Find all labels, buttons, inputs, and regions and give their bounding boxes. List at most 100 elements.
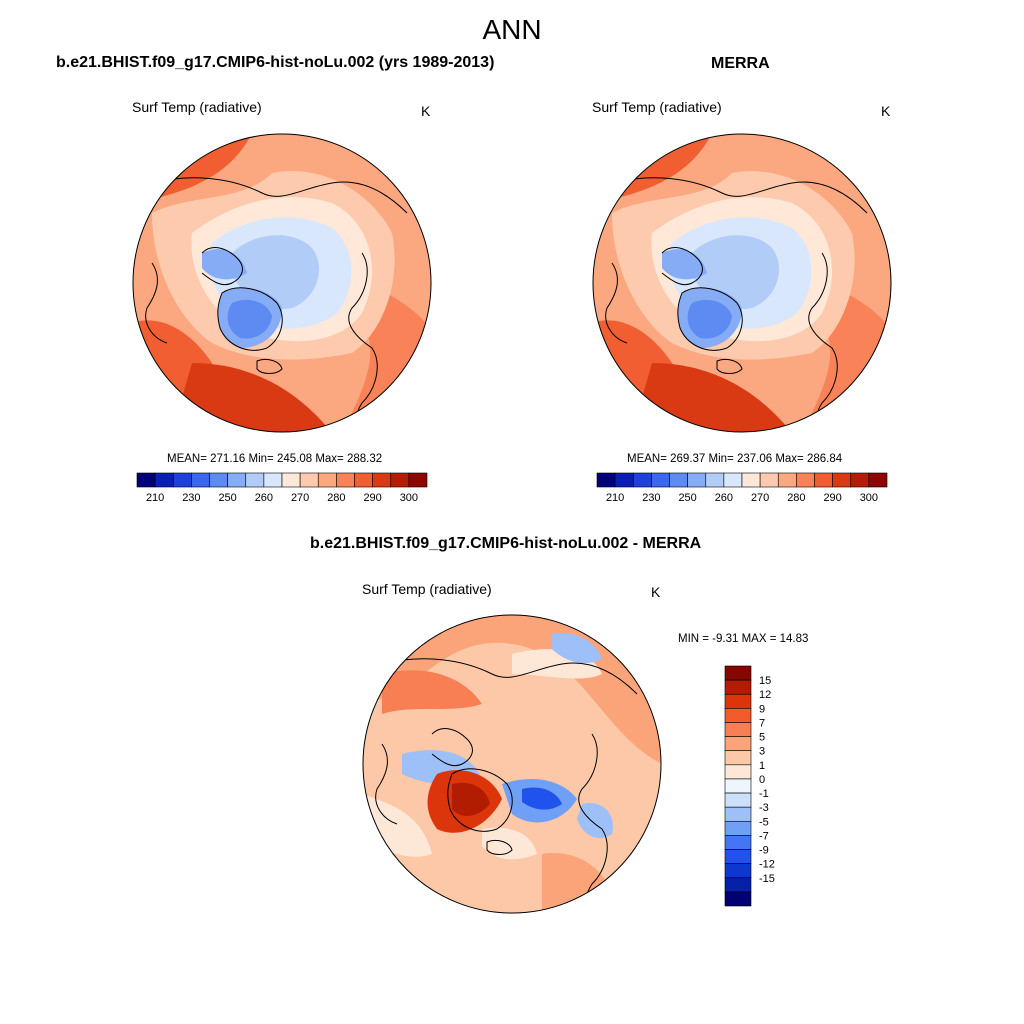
diff-colorbar-tick-label: 12 — [759, 689, 771, 701]
colorbar-swatch — [741, 472, 761, 488]
colorbar-swatch — [136, 472, 156, 488]
diff-colorbar-tick-label: -5 — [759, 816, 769, 828]
diff-colorbar-swatch — [724, 806, 752, 822]
obs-stats: MEAN= 269.37 Min= 237.06 Max= 286.84 — [627, 453, 843, 465]
diff-colorbar-swatch — [724, 849, 752, 864]
obs-polar-map — [592, 133, 892, 433]
obs-units-label: K — [881, 103, 891, 119]
diff-colorbar-tick-label: -7 — [759, 830, 769, 842]
diff-colorbar-swatch — [724, 835, 752, 850]
colorbar-swatch — [632, 472, 652, 488]
diff-colorbar-swatch — [724, 679, 752, 695]
diff-colorbar-tick-label: 9 — [759, 703, 765, 715]
model-variable-label: Surf Temp (radiative) — [132, 99, 262, 115]
coastline-alaska-canada — [375, 743, 398, 825]
diff-colorbar: 15 12 9 7 5 3 1 0 -1 -3 -5 -7 -9 -12 -15 — [724, 665, 775, 907]
coastline-siberia — [151, 177, 408, 214]
greenland-cold-field — [687, 299, 732, 339]
colorbar-tick-label: 210 — [606, 492, 624, 504]
diff-colorbar-tick-label: 15 — [759, 675, 771, 687]
diff-colorbar-swatch — [724, 722, 752, 737]
diff-colorbar-tick-label: -9 — [759, 845, 769, 857]
colorbar-tick-label: 300 — [860, 492, 878, 504]
colorbar-tick-label: 260 — [255, 492, 273, 504]
diff-colorbar-swatch — [724, 693, 752, 709]
colorbar-swatch — [245, 472, 265, 488]
colorbar-swatch — [227, 472, 247, 488]
diff-cold-core-field — [522, 787, 562, 810]
coastline-iceland — [486, 839, 513, 855]
colorbar-swatch — [172, 472, 192, 488]
colorbar-swatch — [263, 472, 283, 488]
diff-colorbar-tick-label: -12 — [759, 859, 775, 871]
colorbar-swatch — [209, 472, 228, 488]
diff-colorbar-swatch — [724, 778, 752, 794]
obs-case-title: MERRA — [711, 55, 770, 72]
coastline-greenland — [217, 287, 283, 351]
colorbar-swatch — [669, 472, 688, 488]
colorbar-tick-label: 230 — [182, 492, 200, 504]
colorbar-swatch — [191, 472, 210, 488]
diff-colorbar-tick-label: -1 — [759, 788, 769, 800]
colorbar-tick-label: 210 — [146, 492, 164, 504]
colorbar-swatch — [651, 472, 670, 488]
diff-colorbar-tick-label: 5 — [759, 732, 765, 744]
colorbar-swatch — [723, 472, 743, 488]
map-boundary-circle — [362, 614, 662, 914]
diff-colorbar-swatch — [724, 750, 752, 766]
colorbar-swatch — [281, 472, 301, 488]
diff-colorbar-tick-label: 7 — [759, 717, 765, 729]
colorbar-tick-label: 270 — [751, 492, 769, 504]
diff-colorbar-swatch — [724, 891, 752, 907]
colorbar-swatch — [868, 472, 888, 488]
diff-colorbar-tick-label: 1 — [759, 760, 765, 772]
diff-colorbar-tick-label: -15 — [759, 873, 775, 885]
diff-northeast-cool-field — [552, 633, 602, 664]
colorbar-tick-label: 290 — [363, 492, 381, 504]
colorbar-swatch — [814, 472, 833, 488]
diff-colorbar-tick-label: 0 — [759, 774, 765, 786]
diff-colorbar-swatch — [724, 736, 752, 752]
coastline-greenland — [447, 768, 513, 832]
coastline-siberia — [381, 658, 638, 695]
colorbar-swatch — [596, 472, 616, 488]
diff-colorbar-swatch — [724, 665, 752, 681]
colorbar-tick-label: 300 — [400, 492, 418, 504]
colorbar-swatch — [299, 472, 319, 488]
obs-colorbar: 210 230 250 260 270 280 290 300 — [596, 472, 888, 504]
diff-variable-label: Surf Temp (radiative) — [362, 581, 492, 597]
colorbar-tick-label: 280 — [787, 492, 805, 504]
model-polar-map — [132, 133, 432, 433]
colorbar-tick-label: 280 — [327, 492, 345, 504]
diff-europe-cool-field — [577, 803, 613, 839]
model-colorbar: 210 230 250 260 270 280 290 300 — [136, 472, 428, 504]
coastline-siberia — [611, 177, 868, 214]
colorbar-swatch — [777, 472, 797, 488]
coastline-iceland — [256, 358, 283, 374]
coastline-alaska-canada — [145, 262, 168, 344]
colorbar-swatch — [408, 472, 428, 488]
colorbar-swatch — [850, 472, 870, 488]
colorbar-swatch — [796, 472, 815, 488]
colorbar-tick-label: 250 — [678, 492, 696, 504]
colorbar-swatch — [354, 472, 373, 488]
map-boundary-circle — [132, 133, 432, 433]
map-boundary-circle — [592, 133, 892, 433]
diff-colorbar-swatch — [724, 708, 752, 723]
diff-greenland-hot-core-field — [452, 782, 490, 816]
diff-colorbar-swatch — [724, 792, 752, 808]
diff-case-title: b.e21.BHIST.f09_g17.CMIP6-hist-noLu.002 … — [310, 535, 702, 552]
diff-units-label: K — [651, 584, 661, 600]
coastline-iceland — [716, 358, 743, 374]
colorbar-swatch — [154, 472, 174, 488]
colorbar-swatch — [317, 472, 337, 488]
colorbar-swatch — [372, 472, 392, 488]
diff-iceland-field — [482, 827, 537, 860]
colorbar-swatch — [687, 472, 707, 488]
model-units-label: K — [421, 103, 431, 119]
colorbar-swatch — [390, 472, 410, 488]
coastline-greenland — [677, 287, 743, 351]
colorbar-swatch — [832, 472, 852, 488]
coastline-archipelago — [431, 728, 473, 767]
colorbar-swatch — [336, 472, 355, 488]
